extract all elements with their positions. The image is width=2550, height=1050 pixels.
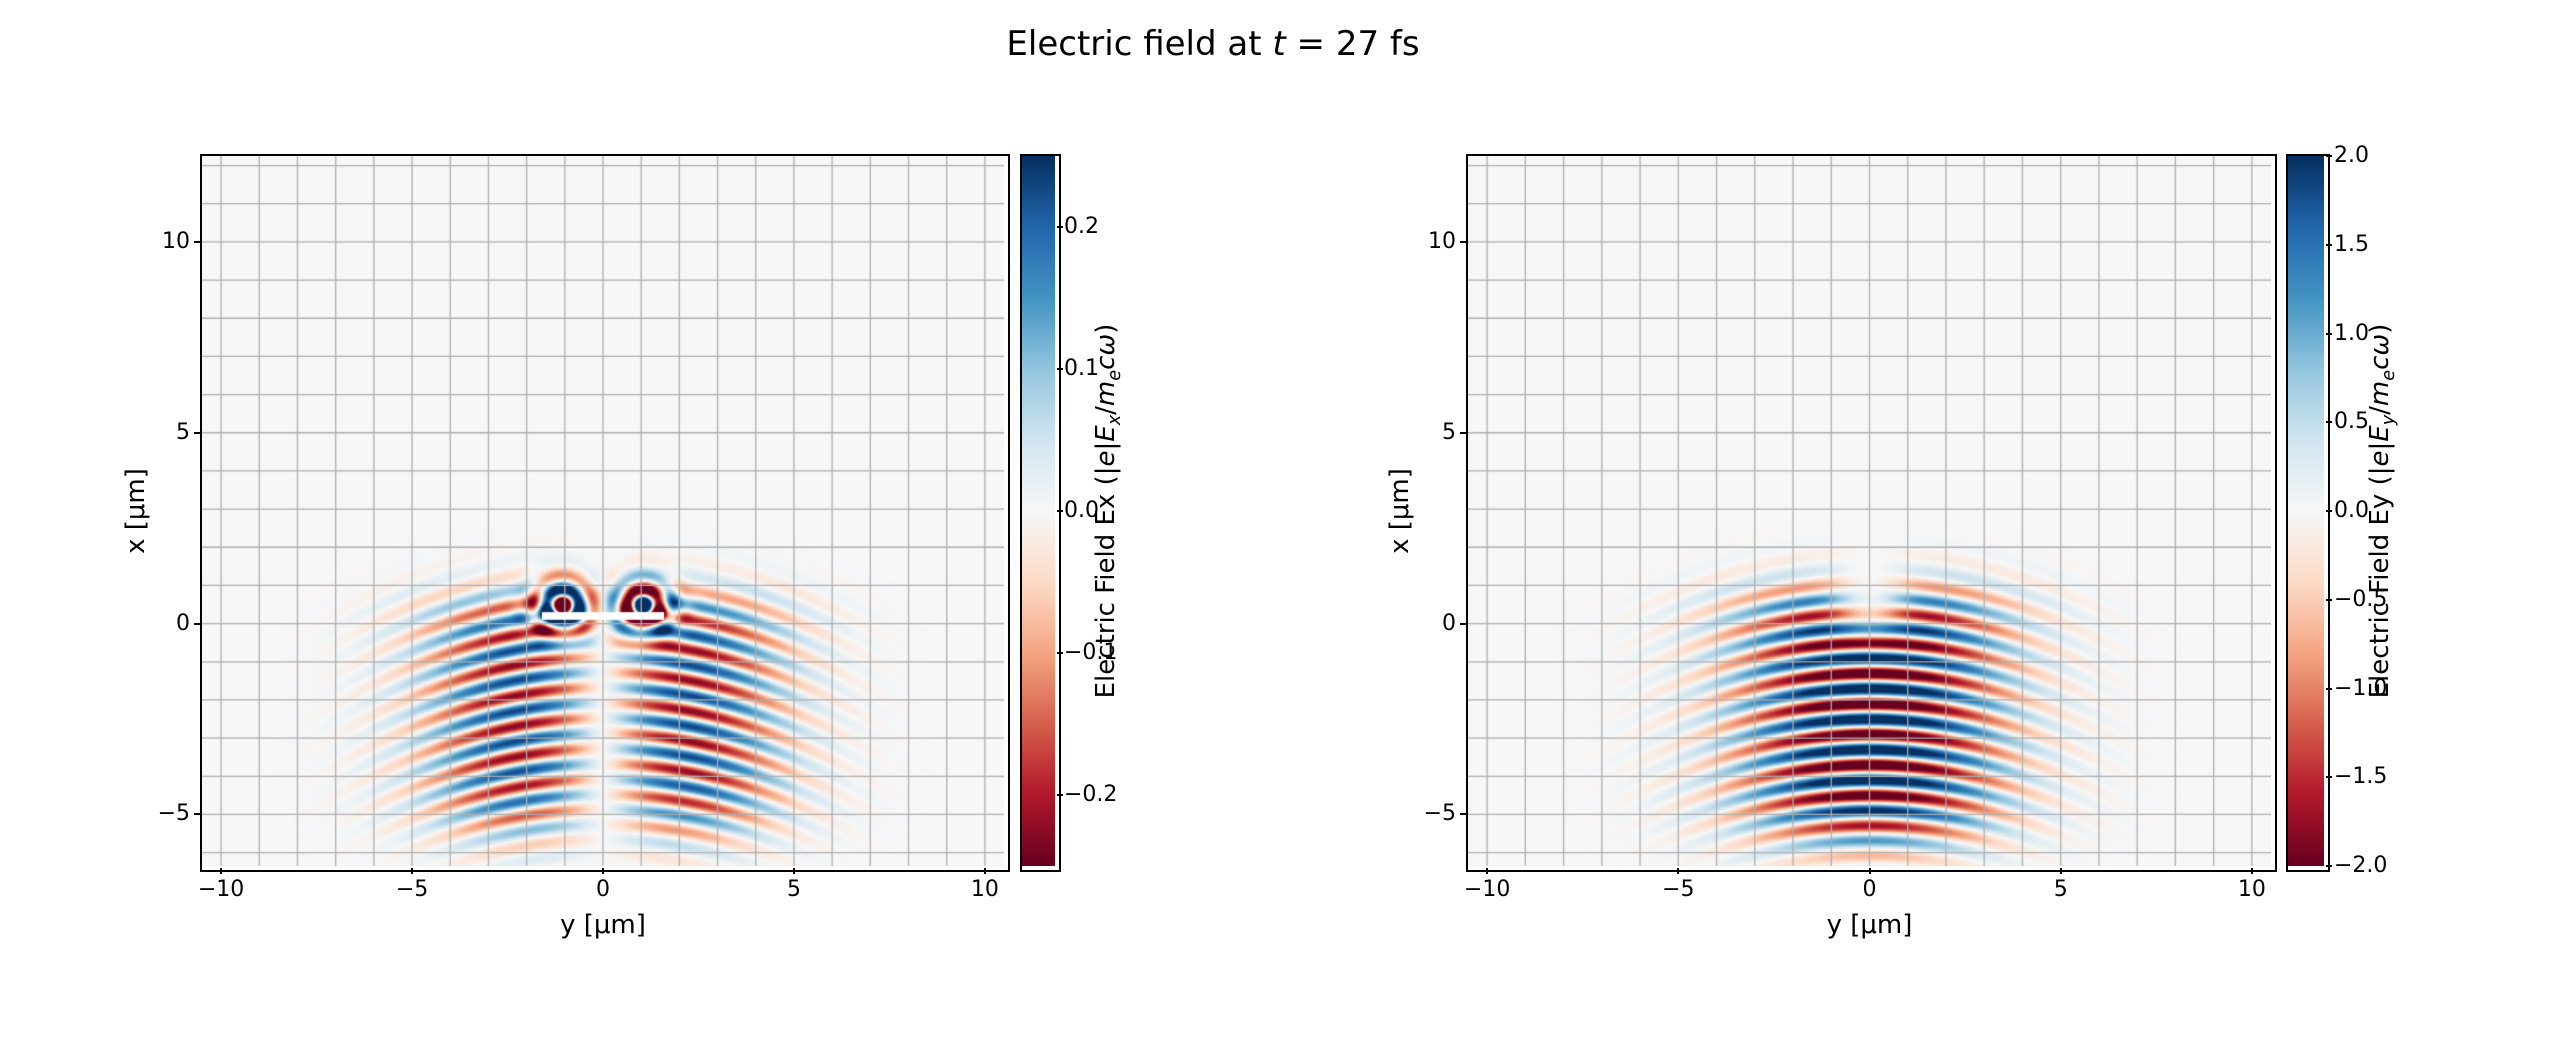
colorbar-tick-label: 2.0	[2334, 143, 2369, 168]
x-tick-label: −5	[1662, 877, 1695, 902]
colorbar-ey	[2288, 156, 2324, 866]
colorbar-tick	[2326, 243, 2332, 246]
colorbar-tick	[2326, 332, 2332, 335]
x-tick-label: 0	[1862, 877, 1877, 902]
x-axis-label-right: y [μm]	[1826, 910, 1913, 940]
colorbar-tick	[1057, 368, 1063, 370]
y-tick-label: 5	[1442, 419, 1456, 445]
colorbar-tick-label: 0.5	[2334, 409, 2369, 435]
colorbar-tick-label: 0.0	[1064, 498, 1099, 523]
x-tick	[411, 868, 414, 874]
plot-frame-ex	[200, 154, 1010, 872]
colorbar-label-ex: Electric Field Ex (|e|Ex/mecω)	[1090, 323, 1126, 699]
y-tick	[1460, 240, 1466, 243]
y-tick	[194, 431, 200, 434]
x-tick-label: 0	[596, 877, 610, 902]
x-tick-label: 10	[2237, 877, 2266, 902]
x-tick-label: −10	[1463, 877, 1511, 902]
y-tick	[1460, 622, 1466, 625]
x-tick-label: 10	[970, 877, 999, 902]
colorbar-tick	[2326, 155, 2332, 157]
y-tick-label: −5	[157, 801, 190, 827]
x-tick	[602, 868, 604, 874]
colorbar-tick-label: −0.5	[2334, 586, 2388, 612]
x-tick	[1677, 868, 1680, 874]
x-tick	[1868, 868, 1871, 874]
x-tick	[792, 868, 795, 874]
colorbar-tick-label: −1.5	[2334, 764, 2388, 790]
x-tick	[1486, 868, 1489, 874]
y-tick	[1460, 431, 1466, 434]
colorbar-frame-ey	[2286, 154, 2330, 872]
x-tick-label: −5	[395, 877, 429, 902]
colorbar-tick	[1057, 226, 1063, 228]
colorbar-tick	[1057, 652, 1063, 654]
colorbar-tick-label: 1.0	[2334, 320, 2369, 346]
colorbar-tick	[2326, 421, 2332, 424]
y-tick	[194, 622, 200, 625]
y-tick-label: 10	[162, 228, 190, 254]
x-tick	[2059, 868, 2062, 874]
colorbar-tick-label: 1.5	[2334, 231, 2369, 257]
colorbar-tick	[2326, 687, 2332, 690]
colorbar-tick-label: −0.1	[1064, 640, 1118, 665]
y-tick	[1460, 813, 1466, 816]
colorbar-label-ey: Electric Field Ey (|e|Ey/mecω)	[2364, 323, 2400, 699]
x-tick-label: 5	[786, 877, 801, 902]
y-tick-label: 10	[1428, 228, 1456, 254]
y-axis-label-left: x [μm]	[121, 468, 151, 554]
y-tick	[194, 240, 200, 243]
y-tick-label: 0	[1442, 610, 1456, 636]
colorbar-tick-label: 0.1	[1064, 356, 1099, 381]
colorbar-tick-label: 0.2	[1064, 214, 1099, 239]
colorbar-tick	[1057, 510, 1063, 512]
y-tick-label: 5	[176, 419, 190, 445]
heatmap-ex	[202, 156, 1004, 866]
colorbar-tick	[1057, 794, 1063, 796]
x-tick	[220, 868, 223, 874]
colorbar-tick	[2326, 510, 2332, 512]
y-tick	[194, 813, 200, 816]
x-tick	[2250, 868, 2253, 874]
y-tick-label: 0	[176, 610, 190, 636]
y-axis-label-right: x [μm]	[1385, 468, 1415, 554]
colorbar-tick	[2326, 776, 2332, 779]
y-tick-label: −5	[1423, 801, 1456, 827]
colorbar-ex	[1022, 156, 1055, 866]
colorbar-tick-label: −2.0	[2334, 853, 2388, 878]
plot-frame-ey	[1466, 154, 2277, 872]
colorbar-tick	[2326, 865, 2332, 867]
figure-title: Electric field at t = 27 fs	[1006, 24, 1420, 64]
colorbar-tick-label: −0.2	[1064, 782, 1118, 807]
colorbar-tick-label: 0.0	[2334, 498, 2369, 523]
x-tick	[983, 868, 986, 874]
colorbar-tick	[2326, 598, 2332, 601]
colorbar-tick-label: −1.0	[2334, 675, 2388, 701]
heatmap-ey	[1468, 156, 2271, 866]
x-tick-label: −10	[197, 877, 245, 902]
x-axis-label-left: y [μm]	[560, 910, 646, 940]
x-tick-label: 5	[2053, 877, 2068, 902]
colorbar-frame-ex	[1020, 154, 1061, 872]
